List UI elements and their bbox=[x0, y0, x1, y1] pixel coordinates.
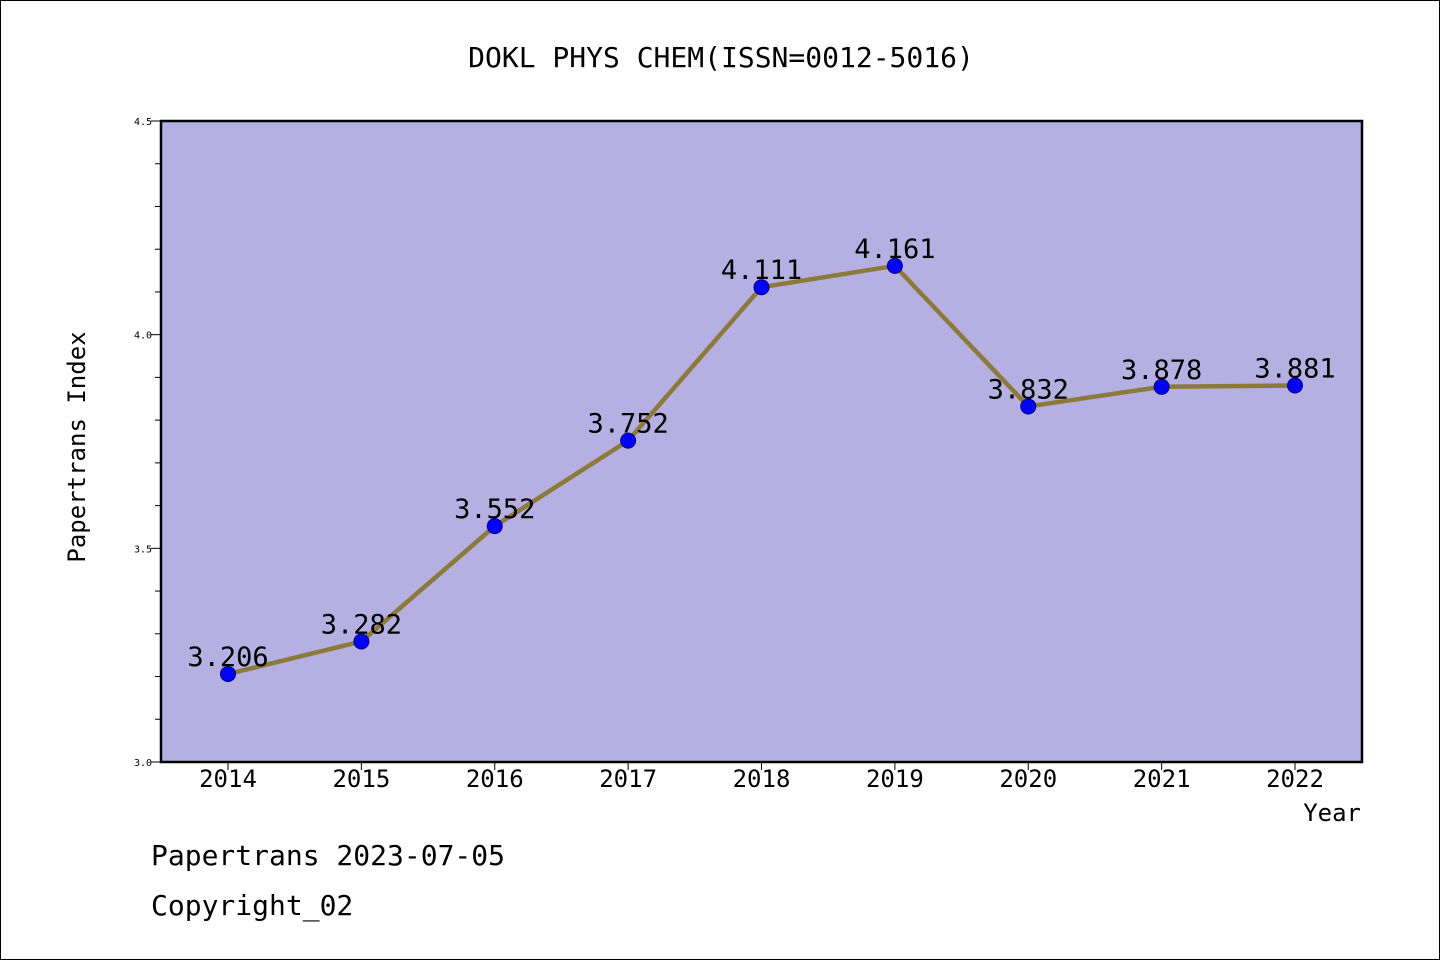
x-tick-label: 2020 bbox=[999, 765, 1057, 793]
data-label-group: 3.206 3.282 3.552 3.752 4.111 4.161 3.832 3.878… bbox=[187, 234, 1335, 673]
data-point bbox=[753, 279, 770, 296]
x-tick-label: 2019 bbox=[866, 765, 924, 793]
data-label: 3.752 bbox=[587, 409, 668, 440]
data-label: 3.878 bbox=[1121, 355, 1202, 386]
x-axis-title: Year bbox=[1303, 799, 1361, 827]
series-line-group bbox=[220, 257, 1303, 682]
data-point bbox=[1153, 378, 1170, 395]
data-label: 4.111 bbox=[721, 255, 802, 286]
y-axis: 3.0 3.5 4.0 4.5 bbox=[134, 117, 161, 769]
y-tick-label: 4.0 bbox=[134, 331, 152, 342]
y-axis-title: Papertrans Index bbox=[63, 331, 91, 562]
x-axis: 2014 2015 2016 2017 2018 2019 2020 2021 2022 bbox=[199, 762, 1324, 793]
data-label: 3.881 bbox=[1254, 354, 1335, 385]
x-tick-label: 2018 bbox=[733, 765, 791, 793]
plot-area bbox=[159, 119, 1364, 764]
data-point bbox=[1020, 398, 1037, 415]
x-tick-label: 2022 bbox=[1266, 765, 1324, 793]
data-label: 3.552 bbox=[454, 494, 535, 525]
x-tick-label: 2015 bbox=[332, 765, 390, 793]
y-tick-label: 4.5 bbox=[134, 117, 152, 128]
data-label: 3.282 bbox=[321, 609, 402, 640]
x-tick-label: 2017 bbox=[599, 765, 657, 793]
x-tick-label: 2014 bbox=[199, 765, 257, 793]
footer-copyright: Copyright_02 bbox=[151, 889, 353, 923]
footer-date: Papertrans 2023-07-05 bbox=[151, 839, 505, 872]
data-point bbox=[220, 665, 236, 682]
chart-title: DOKL PHYS CHEM(ISSN=0012-5016) bbox=[468, 41, 974, 74]
x-tick-label: 2016 bbox=[466, 765, 524, 793]
data-point bbox=[353, 633, 370, 650]
data-point bbox=[620, 432, 637, 449]
y-tick-label: 3.5 bbox=[134, 544, 152, 555]
data-label: 3.206 bbox=[187, 642, 268, 673]
data-label: 4.161 bbox=[854, 234, 935, 265]
data-label: 3.832 bbox=[988, 374, 1069, 405]
x-tick-label: 2021 bbox=[1133, 765, 1191, 793]
data-point bbox=[486, 518, 503, 535]
data-point bbox=[1287, 377, 1303, 394]
data-point bbox=[886, 257, 903, 274]
y-tick-label: 3.0 bbox=[134, 758, 152, 769]
